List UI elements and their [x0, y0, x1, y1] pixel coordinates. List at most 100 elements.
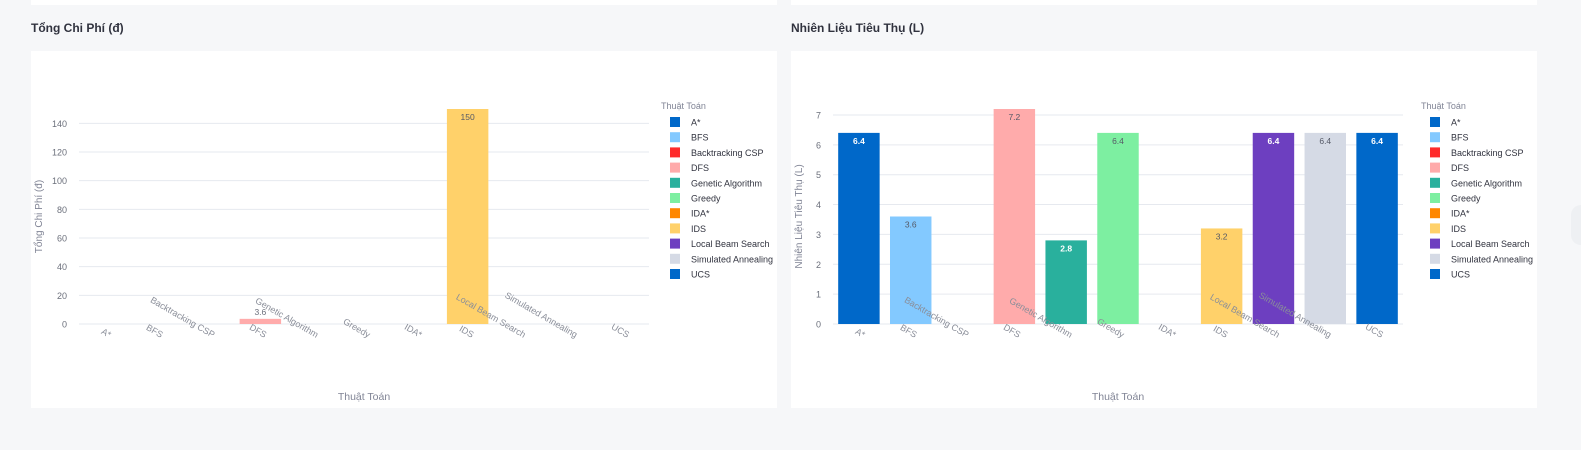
cost-y-tick-label: 100 [52, 176, 67, 186]
cost-y-tick-label: 140 [52, 119, 67, 129]
fuel-bar-greedy [1097, 132, 1139, 324]
fuel-legend-swatch-ucs [1430, 269, 1440, 279]
fuel-y-tick-label: 7 [816, 110, 821, 120]
fuel-value-label-simulated-annealing: 6.4 [1319, 136, 1331, 146]
cost-legend-swatch-bfs [670, 132, 680, 143]
fuel-legend-item-ida-star: IDA* [1451, 209, 1470, 219]
fuel-legend-swatch-dfs [1430, 162, 1440, 173]
fuel-x-tick-label: A* [854, 326, 868, 340]
cost-legend-swatch-simulated-annealing [670, 253, 680, 264]
cost-legend-swatch-local-beam-search [670, 238, 680, 249]
cost-chart-panel[interactable]: 0 20 40 60 80 100 120 140 A* BFS Backtracking CSP 3… [31, 51, 777, 408]
fuel-value-label-local-beam-search: 6.4 [1268, 136, 1280, 146]
fuel-chart-heading: Nhiên Liệu Tiêu Thụ (L) [791, 21, 925, 35]
fuel-legend-swatch-greedy [1430, 193, 1440, 203]
fuel-legend-swatch-backtracking-csp [1430, 147, 1440, 158]
fuel-bar-ids [1200, 228, 1243, 324]
cost-legend-swatch-dfs [670, 162, 680, 173]
fuel-value-label-ids: 3.2 [1216, 231, 1228, 241]
cost-legend-item-genetic-algorithm: Genetic Algorithm [691, 178, 762, 188]
cost-bar-chart[interactable]: 0 20 40 60 80 100 120 140 A* BFS Backtracking CSP 3… [31, 51, 777, 408]
scroll-handle[interactable] [1571, 205, 1581, 245]
fuel-value-label-dfs: 7.2 [1008, 112, 1020, 122]
fuel-y-tick-label: 6 [816, 140, 821, 150]
cost-legend-swatch-ucs [670, 269, 680, 279]
fuel-x-axis-title: Thuật Toán [1092, 391, 1145, 403]
cost-legend-swatch-backtracking-csp [670, 147, 680, 158]
cost-x-tick-label: DFS [248, 322, 269, 340]
fuel-bar-chart[interactable]: 0 1 2 3 4 5 6 7 6.4 A* 3.6 BFS Backtracking CSP 7.2 DF… [791, 51, 1537, 408]
fuel-legend-swatch-genetic-algorithm [1430, 177, 1440, 188]
cost-value-label-dfs: 3.6 [254, 307, 266, 317]
fuel-bar-a-star [838, 132, 880, 324]
cost-y-axis-title: Tổng Chi Phí (đ) [33, 180, 45, 253]
cost-legend-item-a-star: A* [691, 118, 701, 128]
fuel-y-tick-label: 0 [816, 320, 821, 330]
fuel-legend-item-dfs: DFS [1451, 163, 1469, 173]
fuel-y-axis-title: Nhiên Liệu Tiêu Thụ (L) [794, 164, 805, 268]
fuel-legend-item-greedy: Greedy [1451, 194, 1481, 204]
fuel-bar-local-beam-search [1252, 132, 1295, 324]
fuel-value-label-a-star: 6.4 [853, 136, 865, 146]
fuel-legend-item-local-beam-search: Local Beam Search [1451, 239, 1530, 249]
cost-y-tick-label: 20 [57, 291, 67, 301]
top-panel-edge-right [791, 0, 1537, 5]
fuel-y-tick-label: 3 [816, 230, 821, 240]
fuel-legend-swatch-local-beam-search [1430, 238, 1440, 249]
fuel-legend-item-bfs: BFS [1451, 133, 1469, 143]
fuel-legend-swatch-ids [1430, 223, 1440, 234]
cost-legend-swatch-ids [670, 223, 680, 234]
cost-legend-swatch-ida-star [670, 208, 680, 219]
fuel-legend-item-a-star: A* [1451, 118, 1461, 128]
fuel-x-tick-label: DFS [1002, 322, 1023, 340]
cost-legend-item-bfs: BFS [691, 133, 709, 143]
fuel-legend-swatch-a-star [1430, 117, 1440, 127]
cost-bar-ids [446, 109, 489, 324]
cost-x-tick-label: BFS [145, 322, 165, 339]
cost-legend-item-backtracking-csp: Backtracking CSP [691, 148, 764, 158]
fuel-y-tick-label: 1 [816, 290, 821, 300]
cost-value-label-ids: 150 [461, 112, 475, 122]
fuel-value-label-ucs: 6.4 [1371, 136, 1383, 146]
cost-legend-item-greedy: Greedy [691, 194, 721, 204]
cost-y-tick-label: 0 [62, 320, 67, 330]
cost-legend-item-simulated-annealing: Simulated Annealing [691, 254, 773, 264]
fuel-value-label-genetic-algorithm: 2.8 [1060, 243, 1072, 253]
fuel-legend-title: Thuật Toán [1421, 101, 1466, 111]
fuel-y-tick-label: 2 [816, 260, 821, 270]
cost-x-tick-label: Greedy [341, 316, 372, 340]
fuel-bar-bfs [890, 216, 932, 324]
cost-y-tick-label: 80 [57, 205, 67, 215]
cost-legend-item-ids: IDS [691, 224, 706, 234]
fuel-x-tick-label: IDA* [1157, 322, 1178, 340]
fuel-legend-item-ucs: UCS [1451, 270, 1470, 280]
fuel-value-label-bfs: 3.6 [905, 220, 917, 230]
fuel-y-tick-label: 4 [816, 200, 821, 210]
fuel-y-tick-label: 5 [816, 170, 821, 180]
fuel-legend-swatch-bfs [1430, 132, 1440, 143]
cost-legend-swatch-a-star [670, 117, 680, 127]
fuel-value-label-greedy: 6.4 [1112, 136, 1124, 146]
cost-x-tick-label: IDA* [403, 322, 424, 340]
fuel-legend-item-backtracking-csp: Backtracking CSP [1451, 148, 1524, 158]
cost-bar-dfs [239, 318, 282, 324]
fuel-x-tick-label: BFS [899, 322, 919, 339]
cost-legend-title: Thuật Toán [661, 101, 706, 111]
fuel-bar-ucs [1356, 132, 1398, 324]
fuel-bar-simulated-annealing [1304, 132, 1346, 324]
fuel-bar-genetic-algorithm [1045, 240, 1087, 324]
fuel-bar-dfs [993, 109, 1036, 324]
cost-legend-swatch-greedy [670, 193, 680, 203]
cost-y-tick-label: 120 [52, 148, 67, 158]
cost-legend-item-ucs: UCS [691, 270, 710, 280]
fuel-legend-swatch-ida-star [1430, 208, 1440, 219]
cost-x-axis-title: Thuật Toán [338, 391, 391, 403]
cost-chart-heading: Tổng Chi Phí (đ) [31, 21, 124, 35]
fuel-legend-item-ids: IDS [1451, 224, 1466, 234]
fuel-x-tick-label: IDS [1212, 324, 1230, 340]
cost-legend-swatch-genetic-algorithm [670, 177, 680, 188]
cost-y-tick-label: 40 [57, 262, 67, 272]
cost-legend-item-ida-star: IDA* [691, 209, 710, 219]
fuel-chart-panel[interactable]: 0 1 2 3 4 5 6 7 6.4 A* 3.6 BFS Backtracking CSP 7.2 DF… [791, 51, 1537, 408]
fuel-legend-swatch-simulated-annealing [1430, 253, 1440, 264]
